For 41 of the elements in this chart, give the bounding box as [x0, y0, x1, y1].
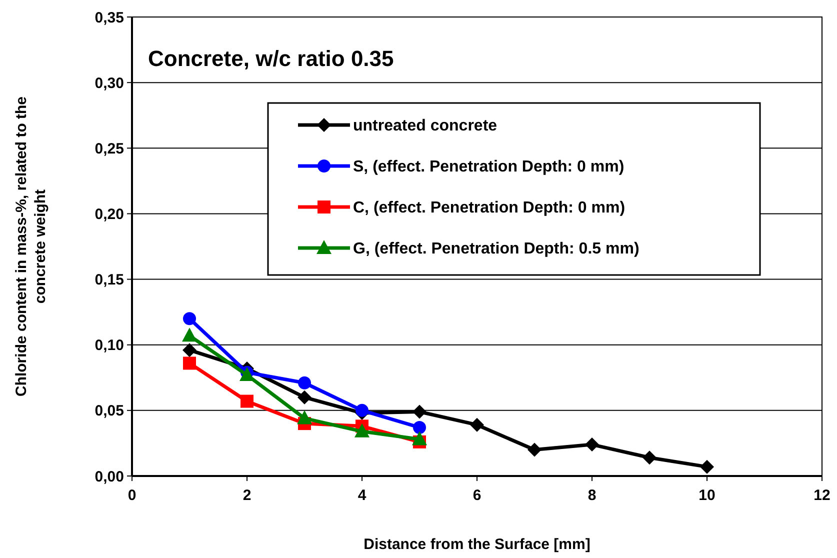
y-tick-label: 0,20 — [94, 206, 124, 223]
y-tick-label: 0,00 — [94, 468, 124, 486]
x-tick-label: 8 — [588, 487, 596, 504]
point — [240, 367, 254, 382]
x-tick-label: 4 — [358, 487, 367, 504]
point — [412, 404, 426, 419]
x-tick-label: 10 — [698, 487, 716, 504]
point — [412, 431, 427, 446]
y-tick-label: 0,25 — [94, 140, 124, 158]
y-tick-label: 0,35 — [94, 9, 124, 26]
y-axis-title: Chloride content in mass-%, related to the concrete weight — [13, 96, 49, 397]
point — [642, 450, 656, 465]
point — [298, 390, 312, 404]
y-tick-label: 0,10 — [94, 337, 124, 354]
point — [413, 420, 426, 434]
point — [297, 410, 312, 424]
x-tick-label: 2 — [242, 487, 252, 504]
annotation: Concrete, w/c ratio 0.35 — [148, 46, 394, 71]
point — [182, 328, 197, 342]
y-tick-label: 0,30 — [94, 74, 124, 92]
x-axis-title: Distance from the Surface [mm] — [364, 536, 590, 553]
x-tick-label: 12 — [814, 487, 830, 504]
legend-label: S, (effect. Penetration Depth: 0 mm) — [353, 158, 624, 176]
y-tick-label: 0,15 — [94, 272, 124, 289]
y-tick-label: 0,05 — [94, 402, 124, 420]
x-tick-label: 0 — [128, 487, 136, 504]
point — [356, 404, 368, 417]
point — [182, 343, 196, 358]
point — [354, 423, 370, 438]
legend-label: C, (effect. Penetration Depth: 0 mm) — [353, 200, 626, 217]
point — [183, 356, 196, 370]
point — [240, 394, 254, 408]
legend-label: untreated concrete — [353, 118, 498, 135]
point — [585, 438, 599, 452]
point — [528, 442, 542, 457]
point — [470, 418, 484, 432]
x-tick-label: 6 — [472, 487, 482, 504]
point — [298, 376, 311, 390]
point — [700, 460, 714, 474]
legend-label: G, (effect. Penetration Depth: 0.5 mm) — [353, 240, 640, 258]
point — [183, 312, 196, 326]
